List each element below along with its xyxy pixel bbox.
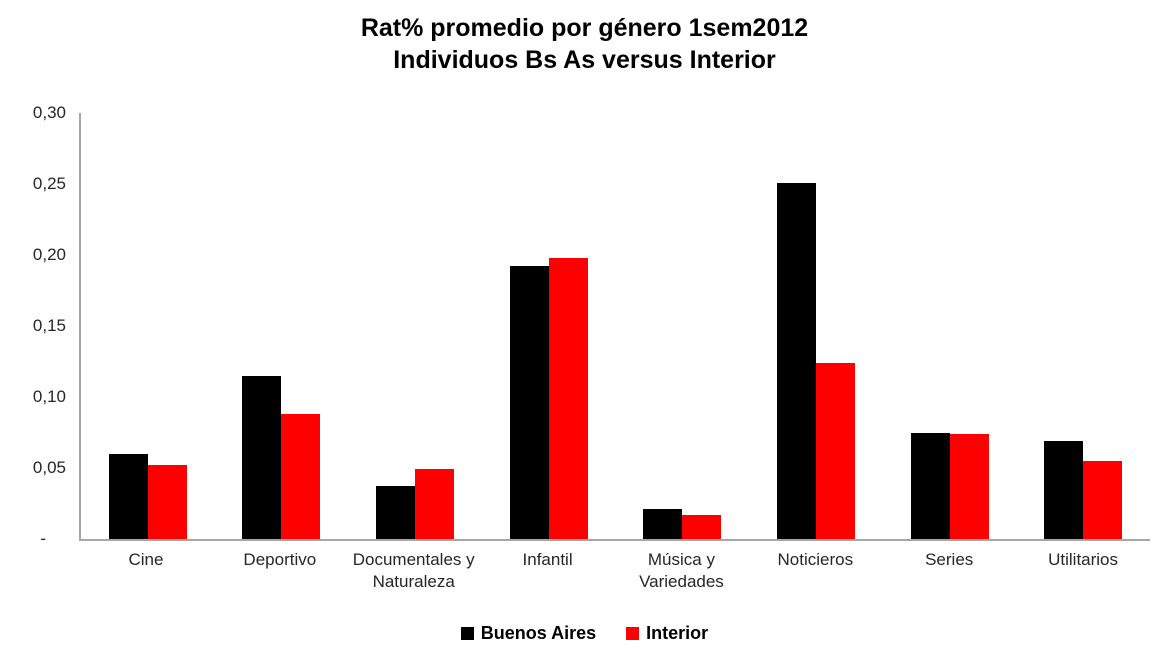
x-category-label-0: Cine [128, 550, 164, 569]
x-category-label-2: Documentales y Naturaleza [352, 550, 475, 591]
bar-interior-3 [548, 257, 588, 539]
bar-group-6 [883, 113, 1017, 539]
bar-group-7 [1016, 113, 1150, 539]
bar-buenos-aires-7 [1044, 441, 1084, 539]
legend-item-buenos-aires: Buenos Aires [460, 623, 597, 644]
y-tick-label-0,30: 0,30 [32, 103, 66, 122]
plot-area [79, 113, 1150, 541]
bar-group-5 [749, 113, 883, 539]
bar-buenos-aires-0 [108, 453, 148, 539]
bar-interior-0 [147, 465, 187, 539]
bar-buenos-aires-5 [776, 182, 816, 539]
bar-group-3 [482, 113, 616, 539]
bar-group-1 [215, 113, 349, 539]
x-category-label-7: Utilitarios [1048, 550, 1119, 569]
x-category-label-6: Series [925, 550, 974, 569]
chart-title-line2: Individuos Bs As versus Interior [393, 46, 776, 74]
bar-buenos-aires-1 [242, 375, 282, 539]
bar-interior-6 [949, 433, 989, 539]
bar-interior-7 [1083, 460, 1123, 539]
bar-group-0 [81, 113, 215, 539]
chart-title: Rat% promedio por género 1sem2012 Indivi… [0, 12, 1169, 76]
legend-label: Buenos Aires [480, 623, 597, 643]
bar-interior-5 [815, 362, 855, 539]
y-tick-label-0,10: 0,10 [32, 387, 66, 406]
legend-label: Interior [646, 623, 709, 643]
y-tick-label-0,25: 0,25 [32, 174, 66, 193]
x-category-label-4: Música y Variedades [639, 550, 724, 591]
y-tick-label-0,05: 0,05 [32, 458, 66, 477]
legend-item-interior: Interior [626, 623, 708, 644]
y-tick-label-0,15: 0,15 [32, 316, 66, 335]
x-category-label-1: Deportivo [243, 550, 317, 569]
chart-title-line1: Rat% promedio por género 1sem2012 [360, 14, 809, 42]
x-category-label-5: Noticieros [777, 550, 854, 569]
bar-buenos-aires-2 [376, 486, 416, 539]
chart-legend: Buenos Aires Interior [0, 623, 1169, 644]
bar-interior-4 [682, 514, 722, 539]
bar-group-2 [348, 113, 482, 539]
bar-buenos-aires-4 [643, 509, 683, 539]
bar-interior-1 [281, 414, 321, 539]
x-axis-category-labels: Cine Deportivo Documentales y Naturaleza In… [79, 549, 1150, 593]
legend-swatch-icon [626, 627, 640, 640]
y-tick-label--: - [40, 529, 46, 548]
bar-interior-2 [415, 469, 455, 539]
x-category-label-3: Infantil [522, 550, 573, 569]
bar-group-4 [616, 113, 750, 539]
legend-swatch-icon [460, 627, 474, 640]
bar-buenos-aires-3 [509, 266, 549, 539]
y-tick-label-0,20: 0,20 [32, 245, 66, 264]
bar-buenos-aires-6 [910, 432, 950, 539]
